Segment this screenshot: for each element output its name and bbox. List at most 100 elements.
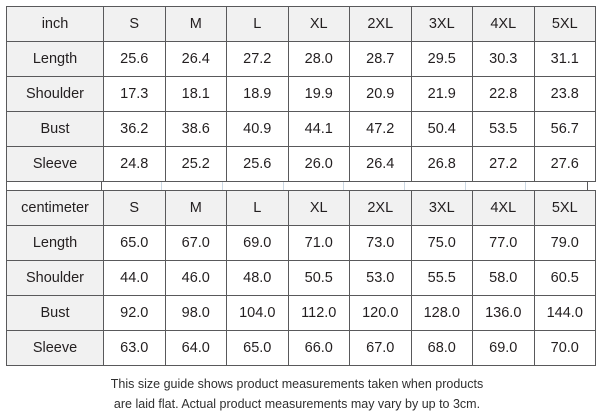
cell-length-xl: 28.0 xyxy=(287,41,350,77)
size-header-l: L xyxy=(226,190,289,227)
size-table-centimeter: centimeter S M L XL 2XL 3XL 4XL 5XL Leng… xyxy=(6,190,596,367)
size-header-2xl: 2XL xyxy=(349,190,412,227)
row-label-length: Length xyxy=(6,41,104,77)
cell-sleeve-2xl: 67.0 xyxy=(349,330,412,367)
cell-length-s: 25.6 xyxy=(103,41,166,77)
size-header-4xl: 4XL xyxy=(472,6,535,42)
cell-shoulder-5xl: 23.8 xyxy=(533,76,596,112)
cell-bust-s: 36.2 xyxy=(103,111,166,147)
cell-length-l: 69.0 xyxy=(226,225,289,262)
cell-bust-m: 98.0 xyxy=(164,295,227,332)
cell-length-5xl: 79.0 xyxy=(533,225,596,262)
table-row: Bust 92.0 98.0 104.0 112.0 120.0 128.0 1… xyxy=(6,295,596,332)
size-header-s: S xyxy=(103,190,166,227)
cell-bust-5xl: 56.7 xyxy=(533,111,596,147)
spacer-cell xyxy=(405,182,466,191)
footnote-line-1: This size guide shows product measuremen… xyxy=(110,377,484,392)
table-header-centimeter: centimeter S M L XL 2XL 3XL 4XL 5XL xyxy=(6,190,596,227)
table-row: Bust 36.2 38.6 40.9 44.1 47.2 50.4 53.5 … xyxy=(6,111,596,147)
cell-sleeve-5xl: 27.6 xyxy=(533,146,596,182)
size-header-4xl: 4XL xyxy=(472,190,535,227)
header-row: centimeter S M L XL 2XL 3XL 4XL 5XL xyxy=(6,190,596,227)
size-header-m: M xyxy=(164,190,227,227)
table-body-inch: Length 25.6 26.4 27.2 28.0 28.7 29.5 30.… xyxy=(6,41,596,182)
cell-sleeve-l: 65.0 xyxy=(226,330,289,367)
cell-shoulder-3xl: 55.5 xyxy=(410,260,473,297)
table-row: Shoulder 17.3 18.1 18.9 19.9 20.9 21.9 2… xyxy=(6,76,596,112)
cell-sleeve-3xl: 26.8 xyxy=(410,146,473,182)
table-row: Sleeve 63.0 64.0 65.0 66.0 67.0 68.0 69.… xyxy=(6,330,596,367)
table-row: Length 25.6 26.4 27.2 28.0 28.7 29.5 30.… xyxy=(6,41,596,77)
table-row: Sleeve 24.8 25.2 25.6 26.0 26.4 26.8 27.… xyxy=(6,146,596,182)
cell-sleeve-s: 63.0 xyxy=(103,330,166,367)
cell-sleeve-4xl: 69.0 xyxy=(472,330,535,367)
size-header-s: S xyxy=(103,6,166,42)
table-row: Shoulder 44.0 46.0 48.0 50.5 53.0 55.5 5… xyxy=(6,260,596,297)
table-row: Length 65.0 67.0 69.0 71.0 73.0 75.0 77.… xyxy=(6,225,596,262)
row-label-bust: Bust xyxy=(6,111,104,147)
cell-sleeve-3xl: 68.0 xyxy=(410,330,473,367)
cell-bust-2xl: 120.0 xyxy=(349,295,412,332)
cell-bust-s: 92.0 xyxy=(103,295,166,332)
spacer-label-cell xyxy=(7,182,102,191)
cell-length-s: 65.0 xyxy=(103,225,166,262)
cell-shoulder-4xl: 22.8 xyxy=(472,76,535,112)
cell-shoulder-xl: 19.9 xyxy=(287,76,350,112)
table-spacer-row xyxy=(6,182,588,191)
size-header-l: L xyxy=(226,6,289,42)
row-label-bust: Bust xyxy=(6,295,104,332)
cell-bust-5xl: 144.0 xyxy=(533,295,596,332)
spacer-cell xyxy=(223,182,284,191)
cell-sleeve-m: 25.2 xyxy=(164,146,227,182)
size-header-xl: XL xyxy=(287,6,350,42)
spacer-cell xyxy=(284,182,345,191)
cell-shoulder-3xl: 21.9 xyxy=(410,76,473,112)
cell-shoulder-s: 17.3 xyxy=(103,76,166,112)
spacer-cell xyxy=(466,182,527,191)
cell-length-2xl: 73.0 xyxy=(349,225,412,262)
cell-shoulder-s: 44.0 xyxy=(103,260,166,297)
size-header-3xl: 3XL xyxy=(410,190,473,227)
cell-length-m: 67.0 xyxy=(164,225,227,262)
cell-sleeve-4xl: 27.2 xyxy=(472,146,535,182)
row-label-sleeve: Sleeve xyxy=(6,146,104,182)
size-header-2xl: 2XL xyxy=(349,6,412,42)
header-row: inch S M L XL 2XL 3XL 4XL 5XL xyxy=(6,6,596,42)
cell-bust-4xl: 136.0 xyxy=(472,295,535,332)
cell-bust-3xl: 50.4 xyxy=(410,111,473,147)
cell-shoulder-5xl: 60.5 xyxy=(533,260,596,297)
cell-bust-xl: 112.0 xyxy=(287,295,350,332)
cell-length-m: 26.4 xyxy=(164,41,227,77)
size-header-m: M xyxy=(164,6,227,42)
cell-shoulder-xl: 50.5 xyxy=(287,260,350,297)
cell-bust-4xl: 53.5 xyxy=(472,111,535,147)
row-label-length: Length xyxy=(6,225,104,262)
cell-sleeve-m: 64.0 xyxy=(164,330,227,367)
cell-length-4xl: 77.0 xyxy=(472,225,535,262)
cell-sleeve-xl: 66.0 xyxy=(287,330,350,367)
size-header-3xl: 3XL xyxy=(410,6,473,42)
cell-bust-xl: 44.1 xyxy=(287,111,350,147)
cell-shoulder-l: 48.0 xyxy=(226,260,289,297)
cell-shoulder-4xl: 58.0 xyxy=(472,260,535,297)
cell-length-2xl: 28.7 xyxy=(349,41,412,77)
cell-length-5xl: 31.1 xyxy=(533,41,596,77)
cell-length-4xl: 30.3 xyxy=(472,41,535,77)
size-header-5xl: 5XL xyxy=(533,190,596,227)
cell-shoulder-m: 18.1 xyxy=(164,76,227,112)
cell-sleeve-xl: 26.0 xyxy=(287,146,350,182)
cell-sleeve-l: 25.6 xyxy=(226,146,289,182)
spacer-cell xyxy=(344,182,406,191)
size-header-5xl: 5XL xyxy=(533,6,596,42)
cell-bust-m: 38.6 xyxy=(164,111,227,147)
footnote-line-2: are laid flat. Actual product measuremen… xyxy=(113,396,481,411)
cell-length-3xl: 29.5 xyxy=(410,41,473,77)
row-label-shoulder: Shoulder xyxy=(6,260,104,297)
cell-shoulder-2xl: 20.9 xyxy=(349,76,412,112)
cell-shoulder-l: 18.9 xyxy=(226,76,289,112)
table-body-centimeter: Length 65.0 67.0 69.0 71.0 73.0 75.0 77.… xyxy=(6,225,596,367)
cell-length-l: 27.2 xyxy=(226,41,289,77)
unit-header-centimeter: centimeter xyxy=(6,190,104,227)
size-table-inch: inch S M L XL 2XL 3XL 4XL 5XL Length 25.… xyxy=(6,6,596,182)
